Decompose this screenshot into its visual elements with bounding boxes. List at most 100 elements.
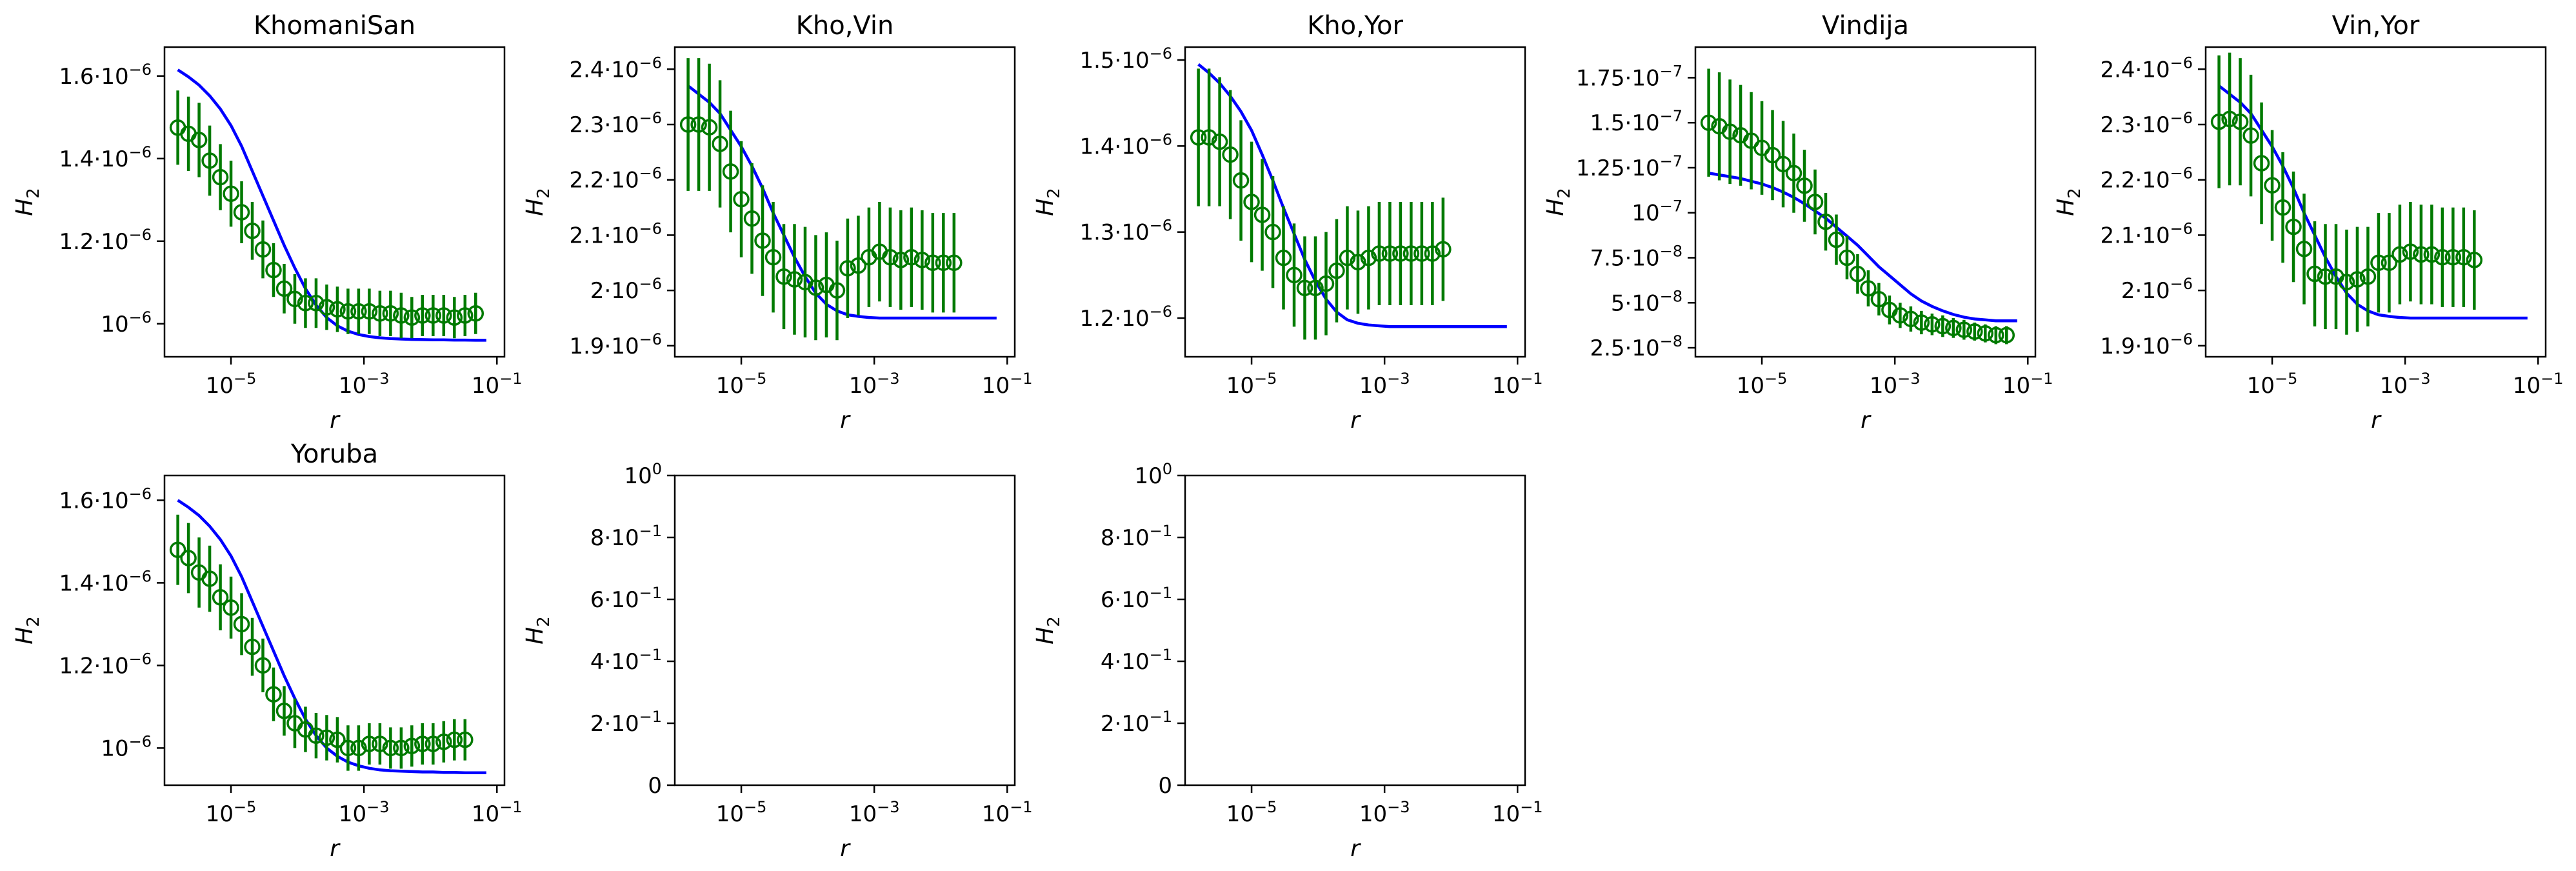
data-point (2221, 110, 2238, 128)
axes-frame (163, 46, 506, 358)
data-point (286, 290, 303, 308)
data-point (1317, 275, 1335, 292)
y-tick-label: 2.1·10−6 (569, 219, 662, 248)
chart-panel-3: 10−5 10−3 10−1 1.5·10−6 1.4·10−6 1.3·10−6 1.2·… (1032, 11, 1543, 434)
y-tick-label: 10−6 (101, 732, 152, 761)
data-point (1988, 326, 2004, 344)
y-axis-label: H2 (522, 188, 554, 216)
data-point (1350, 254, 1366, 271)
chart-panel-7: 10−5 10−3 10−1 100 8·10−1 6·10−1 4·10−1 2·10−1 0… (522, 460, 1033, 862)
data-point (1339, 249, 1356, 266)
y-tick-label: 1.25·10−7 (1576, 152, 1682, 181)
x-axis-label: r (330, 407, 341, 434)
y-axis-label: H2 (1032, 188, 1064, 216)
data-point (446, 309, 463, 326)
data-point (446, 731, 463, 748)
data-point (1264, 223, 1281, 241)
data-point (435, 307, 452, 324)
panel-title: Yoruba (290, 439, 378, 469)
data-point (457, 307, 474, 324)
data-point (935, 254, 952, 272)
data-point (2274, 199, 2291, 216)
x-axis-label: r (330, 836, 341, 862)
data-point (1296, 279, 1313, 297)
data-point (1860, 280, 1877, 297)
data-point (2253, 155, 2270, 172)
axes-frame (1184, 46, 1526, 358)
data-point (2359, 268, 2377, 285)
y-tick-label: 10−6 (101, 308, 152, 337)
data-point (233, 616, 250, 633)
data-point (223, 599, 239, 616)
data-point (2242, 127, 2259, 144)
data-point (329, 731, 346, 748)
y-tick-label: 2·10−1 (590, 708, 662, 737)
y-tick-label: 1.75·10−7 (1576, 62, 1682, 91)
data-point (1222, 146, 1239, 163)
data-point (733, 190, 750, 208)
data-point (1934, 317, 1952, 335)
data-point (393, 307, 410, 324)
data-point (743, 210, 761, 227)
data-point (679, 116, 697, 133)
data-point (223, 185, 239, 202)
data-point (435, 734, 452, 750)
data-point (180, 550, 197, 566)
data-point (361, 736, 378, 752)
y-tick-label: 2.5·10−8 (1590, 332, 1682, 361)
data-point (2295, 241, 2313, 257)
x-tick-label: 10−3 (1870, 370, 1921, 399)
data-point (850, 257, 867, 274)
data-point (1190, 129, 1207, 146)
x-tick-label: 10−1 (982, 798, 1033, 827)
data-point (1945, 319, 1962, 337)
data-point (382, 739, 399, 757)
data-point (786, 271, 803, 288)
data-point (1849, 265, 1866, 283)
data-point (2349, 271, 2366, 288)
model-curve (687, 85, 997, 320)
data-point (265, 686, 282, 703)
y-tick-label: 1.4·10−6 (59, 143, 152, 172)
panel-title: Vin,Yor (2332, 11, 2420, 41)
y-tick-label: 1.2·10−6 (1079, 303, 1172, 332)
data-point (712, 135, 728, 152)
y-tick-label: 6·10−1 (1101, 584, 1172, 613)
x-tick-label: 10−1 (2002, 370, 2053, 399)
data-point (2402, 243, 2419, 260)
axes-frame (2204, 46, 2547, 358)
data-point (1955, 321, 1973, 338)
data-point (1966, 323, 1983, 340)
data-point (1913, 314, 1930, 331)
data-point (754, 232, 771, 249)
data-point (2423, 246, 2441, 263)
y-tick-label: 100 (624, 460, 662, 489)
x-tick-label: 10−5 (1737, 370, 1788, 399)
y-tick-label: 7.5·10−8 (1590, 243, 1682, 272)
chart-panel-2: 10−5 10−3 10−1 2.4·10−6 2.3·10−6 2.2·10−6 2.1·… (522, 11, 1033, 434)
data-point (1977, 325, 1994, 342)
data-point (1892, 307, 1909, 324)
data-point (1902, 310, 1919, 328)
axes-frame (674, 474, 1016, 786)
data-point (1211, 133, 1228, 150)
data-point (2434, 248, 2451, 266)
data-point (924, 254, 941, 272)
y-tick-label: 5·10−8 (1611, 287, 1682, 316)
data-point (1413, 245, 1430, 262)
y-tick-label: 2.1·10−6 (2100, 219, 2193, 248)
data-point (1253, 206, 1271, 223)
chart-panel-5: 10−5 10−3 10−1 2.4·10−6 2.3·10−6 2.2·10−6 2.1·… (2053, 11, 2564, 434)
model-curve (2218, 85, 2528, 320)
data-point (339, 303, 357, 320)
data-point (372, 305, 388, 322)
y-tick-label: 1.5·10−6 (1079, 45, 1172, 74)
data-point (254, 241, 272, 258)
y-tick-label: 1.2·10−6 (59, 226, 152, 255)
data-point (1721, 123, 1739, 140)
y-axis-label: H2 (2053, 188, 2084, 216)
y-tick-label: 2·10−6 (2121, 275, 2193, 304)
model-curve (177, 68, 486, 342)
y-tick-label: 1.6·10−6 (59, 485, 152, 514)
